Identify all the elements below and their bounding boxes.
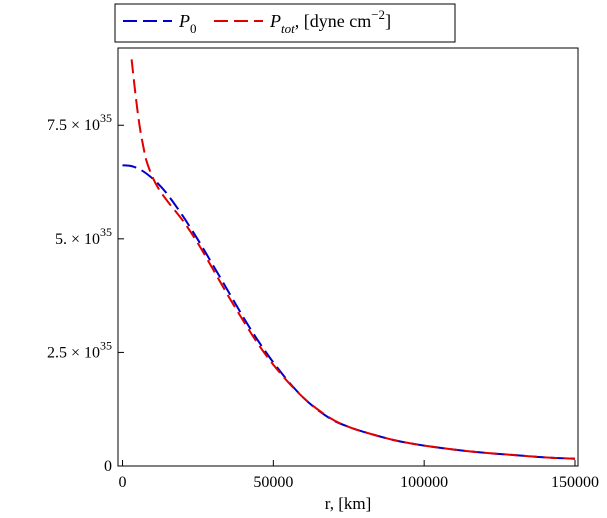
legend: P0 Ptot, [dyne cm−2]: [114, 3, 456, 43]
y-tick-label: 5. × 1035: [55, 225, 112, 248]
legend-label-ptot: Ptot, [dyne cm−2]: [269, 7, 391, 36]
y-tick-label: 2.5 × 1035: [47, 338, 112, 361]
y-tick-label: 0: [104, 458, 112, 475]
series-line-p-0: [122, 164, 576, 460]
x-tick-label: 0: [119, 474, 127, 491]
legend-box: [114, 3, 456, 43]
x-tick-label: 100000: [400, 474, 448, 491]
legend-label-p0: P0: [178, 11, 197, 36]
x-tick-label: 150000: [551, 474, 599, 491]
plot-frame: [117, 47, 579, 467]
x-tick-label: 50000: [253, 474, 293, 491]
series-lines: [122, 59, 576, 460]
x-axis-title: r, [km]: [325, 494, 372, 513]
y-tick-label: 7.5 × 1035: [47, 111, 112, 134]
series-line-p-tot: [130, 59, 576, 460]
axis-ticks: 0 50000 100000 150000 0 2.5 × 1035 5. × 1035 7.…: [47, 111, 599, 491]
